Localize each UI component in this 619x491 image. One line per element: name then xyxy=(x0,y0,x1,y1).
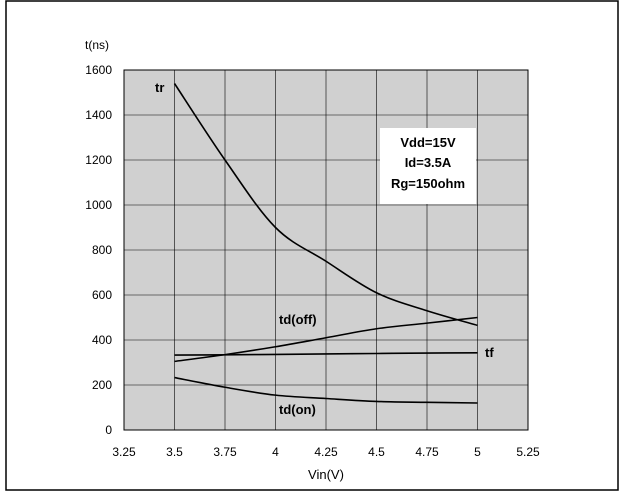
conditions-box xyxy=(380,128,476,204)
y-tick-label: 0 xyxy=(105,423,112,437)
outer-border xyxy=(5,0,619,491)
x-tick-label: 3.5 xyxy=(166,445,183,459)
series-label-tf: tf xyxy=(485,345,494,360)
condition-id: Id=3.5A xyxy=(405,155,452,170)
series-line-tr xyxy=(173,83,478,327)
x-tick-label: 5.25 xyxy=(516,445,540,459)
x-tick-label: 4.5 xyxy=(368,445,385,459)
series-label-td-on: td(on) xyxy=(279,402,316,417)
series-line-td-on xyxy=(174,376,478,404)
x-tick-label: 4 xyxy=(272,445,279,459)
y-tick-label: 1400 xyxy=(85,108,112,122)
condition-rg: Rg=150ohm xyxy=(391,176,465,191)
y-tick-label: 800 xyxy=(92,243,112,257)
y-tick-label: 1200 xyxy=(85,153,112,167)
series-lines xyxy=(173,83,478,404)
y-tick-label: 1600 xyxy=(85,63,112,77)
series-line-td-off xyxy=(174,316,478,363)
y-tick-label: 1000 xyxy=(85,198,112,212)
condition-vdd: Vdd=15V xyxy=(400,135,456,150)
x-tick-label: 5 xyxy=(474,445,481,459)
plot-border xyxy=(123,69,529,431)
x-tick-label: 4.25 xyxy=(314,445,338,459)
x-axis-label: Vin(V) xyxy=(308,467,344,482)
y-axis-label: t(ns) xyxy=(85,38,109,52)
series-label-tr: tr xyxy=(155,80,164,95)
y-tick-label: 200 xyxy=(92,378,112,392)
x-tick-label: 3.25 xyxy=(112,445,136,459)
y-tick-label: 400 xyxy=(92,333,112,347)
y-tick-label: 600 xyxy=(92,288,112,302)
y-tick-labels: 0 200 400 600 800 1000 1200 1400 1600 xyxy=(85,63,112,437)
x-tick-label: 3.75 xyxy=(213,445,237,459)
x-tick-labels: 3.25 3.5 3.75 4 4.25 4.5 4.75 5 5.25 xyxy=(112,445,540,459)
series-label-td-off: td(off) xyxy=(279,312,317,327)
x-tick-label: 4.75 xyxy=(415,445,439,459)
